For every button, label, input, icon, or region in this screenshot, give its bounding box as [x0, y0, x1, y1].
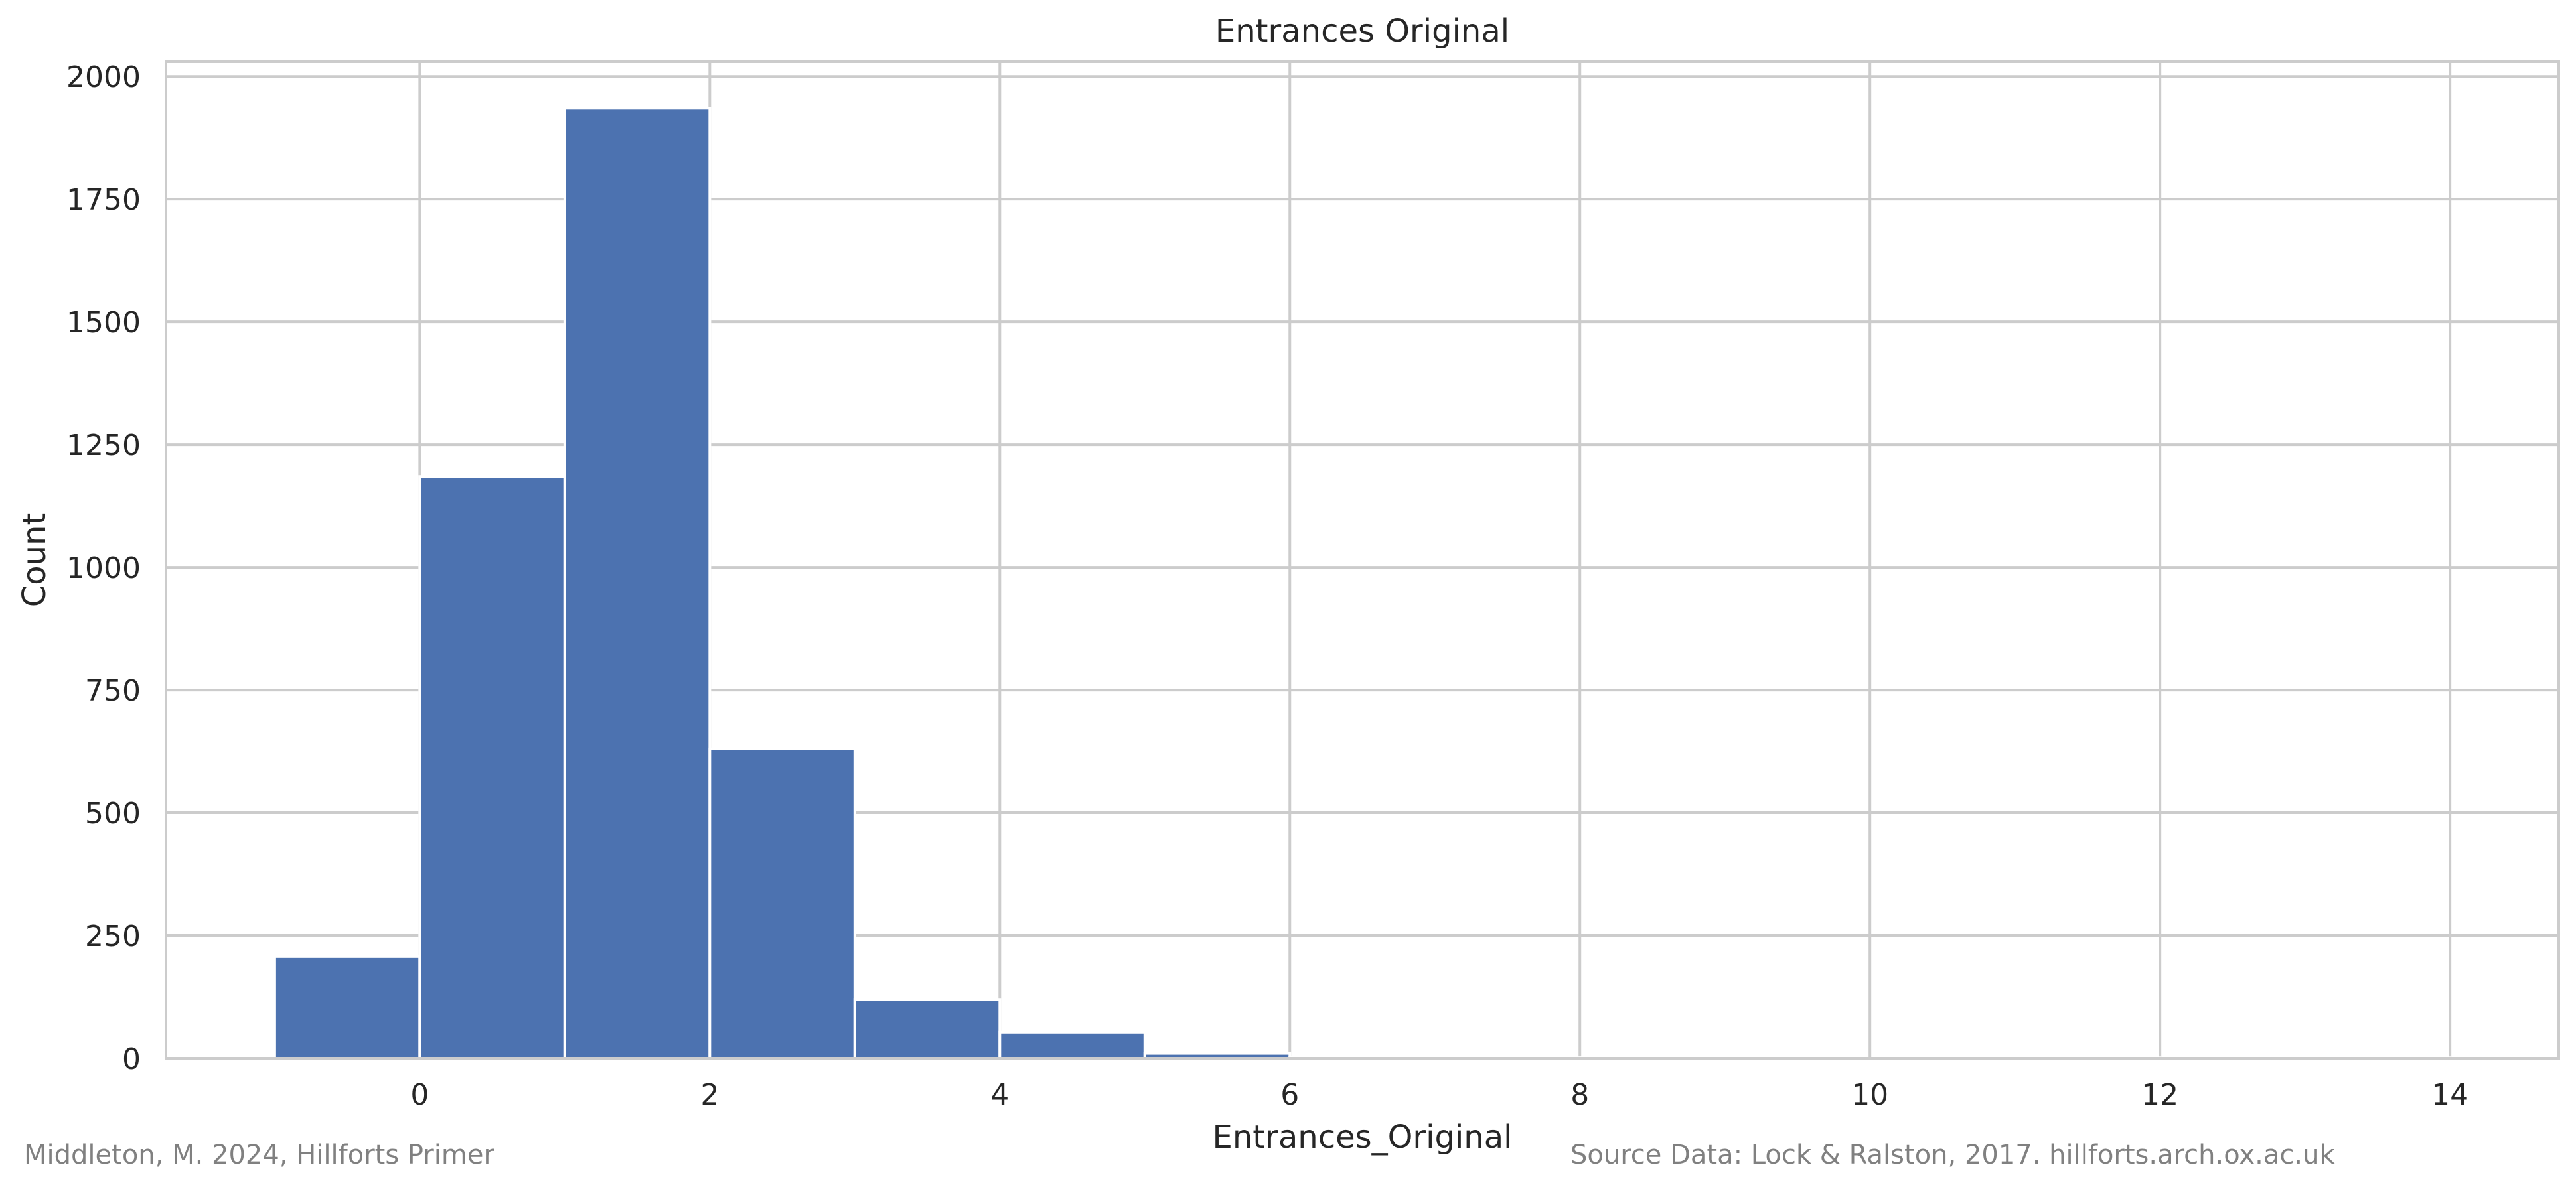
y-tick-label: 1250	[66, 429, 141, 462]
x-tick-label: 14	[2431, 1078, 2468, 1112]
histogram-bar	[708, 747, 856, 1060]
y-tick-label: 1750	[66, 183, 141, 217]
plot-frame	[165, 60, 2560, 1060]
y-tick-label: 750	[85, 674, 141, 708]
x-tick-label: 2	[700, 1078, 719, 1112]
x-tick-label: 4	[990, 1078, 1009, 1112]
x-tick-label: 10	[1851, 1078, 1888, 1112]
y-tick-label: 2000	[66, 60, 141, 94]
chart-title: Entrances Original	[1215, 13, 1509, 50]
x-tick-label: 6	[1280, 1078, 1299, 1112]
histogram-bar	[273, 955, 421, 1060]
source-credit: Source Data: Lock & Ralston, 2017. hillf…	[1570, 1140, 2335, 1170]
x-tick-label: 12	[2141, 1078, 2178, 1112]
y-tick-label: 1500	[66, 306, 141, 340]
x-axis-label: Entrances_Original	[1213, 1119, 1513, 1156]
y-tick-label: 250	[85, 920, 141, 953]
histogram-bar	[853, 998, 1002, 1060]
x-tick-label: 0	[410, 1078, 429, 1112]
histogram-bar	[998, 1030, 1146, 1060]
histogram-bars	[273, 107, 2452, 1060]
y-axis-label: Count	[16, 513, 53, 608]
y-tick-label: 1000	[66, 551, 141, 585]
histogram-bar	[563, 107, 712, 1060]
y-tick-label: 500	[85, 797, 141, 831]
x-tick-labels: 0 2 4 6 8 10 12 14	[410, 1078, 2468, 1112]
histogram-bar	[418, 475, 566, 1060]
y-tick-labels: 0 250 500 750 1000 1250 1500 1750 2000	[66, 60, 141, 1076]
x-tick-label: 8	[1570, 1078, 1589, 1112]
y-tick-label: 0	[122, 1042, 141, 1076]
author-credit: Middleton, M. 2024, Hillforts Primer	[24, 1140, 494, 1170]
